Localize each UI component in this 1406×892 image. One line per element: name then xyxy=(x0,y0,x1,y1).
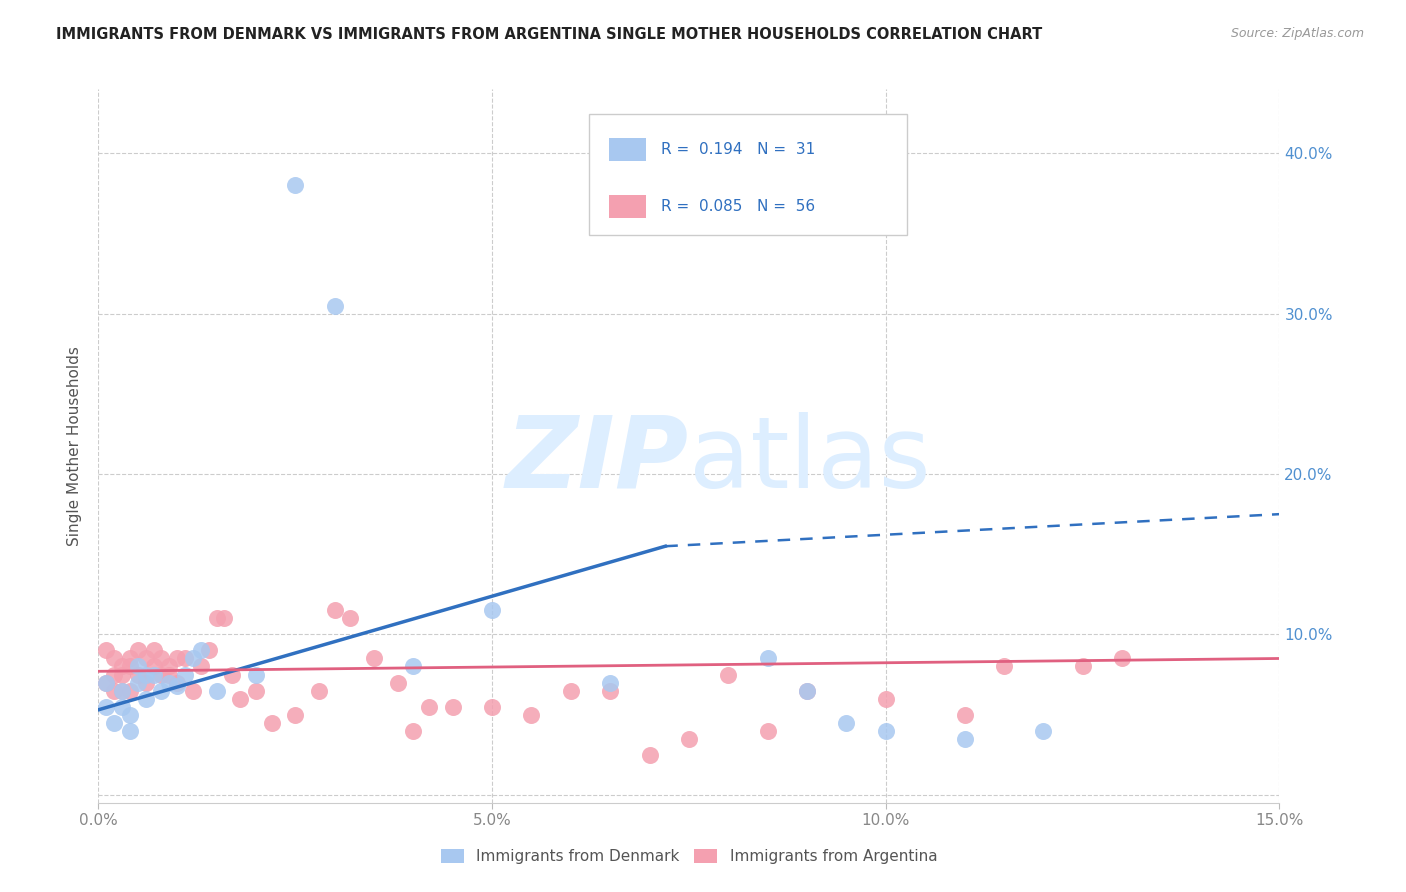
Point xyxy=(127,643,149,657)
Text: R =  0.085   N =  56: R = 0.085 N = 56 xyxy=(661,199,814,214)
Point xyxy=(205,611,228,625)
Point xyxy=(157,667,180,681)
Point xyxy=(875,723,897,738)
Point xyxy=(157,675,180,690)
Point xyxy=(135,691,157,706)
FancyBboxPatch shape xyxy=(589,114,907,235)
Point xyxy=(103,651,125,665)
Point xyxy=(111,699,134,714)
Point xyxy=(245,683,267,698)
Point xyxy=(205,683,228,698)
Legend: Immigrants from Denmark, Immigrants from Argentina: Immigrants from Denmark, Immigrants from… xyxy=(434,843,943,870)
Point xyxy=(142,667,165,681)
Point xyxy=(756,723,779,738)
Point xyxy=(181,683,204,698)
Point xyxy=(418,699,440,714)
Point xyxy=(118,707,141,722)
Point xyxy=(339,611,361,625)
Point xyxy=(284,707,307,722)
Point xyxy=(127,675,149,690)
Point xyxy=(560,683,582,698)
Point xyxy=(796,683,818,698)
Point xyxy=(323,603,346,617)
Point xyxy=(135,667,157,681)
Point xyxy=(1111,651,1133,665)
Text: ZIP: ZIP xyxy=(506,412,689,508)
Point xyxy=(96,643,118,657)
Text: atlas: atlas xyxy=(689,412,931,508)
Text: IMMIGRANTS FROM DENMARK VS IMMIGRANTS FROM ARGENTINA SINGLE MOTHER HOUSEHOLDS CO: IMMIGRANTS FROM DENMARK VS IMMIGRANTS FR… xyxy=(56,27,1042,42)
Point xyxy=(118,651,141,665)
Point xyxy=(135,675,157,690)
Point xyxy=(221,667,243,681)
Point xyxy=(174,667,197,681)
Point xyxy=(323,299,346,313)
Point xyxy=(118,683,141,698)
Point xyxy=(953,731,976,746)
Y-axis label: Single Mother Households: Single Mother Households xyxy=(67,346,83,546)
Point xyxy=(260,715,283,730)
Point xyxy=(118,659,141,673)
FancyBboxPatch shape xyxy=(609,195,647,219)
Point xyxy=(875,691,897,706)
Point xyxy=(993,659,1015,673)
Point xyxy=(190,659,212,673)
Point xyxy=(96,675,118,690)
Point xyxy=(118,723,141,738)
Point xyxy=(166,651,188,665)
Point xyxy=(111,683,134,698)
Point xyxy=(441,699,464,714)
Point xyxy=(835,715,858,730)
Point xyxy=(599,683,621,698)
Point xyxy=(111,683,134,698)
Point xyxy=(402,659,425,673)
Point xyxy=(717,667,740,681)
Point xyxy=(150,683,173,698)
Point xyxy=(402,723,425,738)
Point xyxy=(127,667,149,681)
Point xyxy=(387,675,409,690)
Point xyxy=(678,731,700,746)
Point xyxy=(166,679,188,693)
Point xyxy=(214,611,236,625)
Point xyxy=(96,699,118,714)
Point xyxy=(481,603,503,617)
Point xyxy=(197,643,219,657)
Point xyxy=(284,178,307,193)
Point xyxy=(103,667,125,681)
Text: Source: ZipAtlas.com: Source: ZipAtlas.com xyxy=(1230,27,1364,40)
Point xyxy=(245,667,267,681)
Point xyxy=(166,675,188,690)
Point xyxy=(142,659,165,673)
Point xyxy=(756,651,779,665)
Point xyxy=(953,707,976,722)
Point xyxy=(599,675,621,690)
Point xyxy=(157,659,180,673)
Point xyxy=(96,675,118,690)
Point xyxy=(103,683,125,698)
Point xyxy=(150,651,173,665)
Point xyxy=(103,715,125,730)
Point xyxy=(308,683,330,698)
Point xyxy=(190,643,212,657)
Point xyxy=(796,683,818,698)
Point xyxy=(1032,723,1054,738)
Point xyxy=(229,691,252,706)
Point xyxy=(520,707,543,722)
Point xyxy=(127,659,149,673)
Point xyxy=(1071,659,1094,673)
Point xyxy=(638,747,661,762)
Point xyxy=(142,643,165,657)
Point xyxy=(135,651,157,665)
Text: R =  0.194   N =  31: R = 0.194 N = 31 xyxy=(661,142,815,157)
Point xyxy=(150,667,173,681)
FancyBboxPatch shape xyxy=(609,138,647,161)
Point xyxy=(481,699,503,714)
Point xyxy=(111,667,134,681)
Point xyxy=(181,651,204,665)
Point xyxy=(363,651,385,665)
Point xyxy=(111,659,134,673)
Point xyxy=(174,651,197,665)
